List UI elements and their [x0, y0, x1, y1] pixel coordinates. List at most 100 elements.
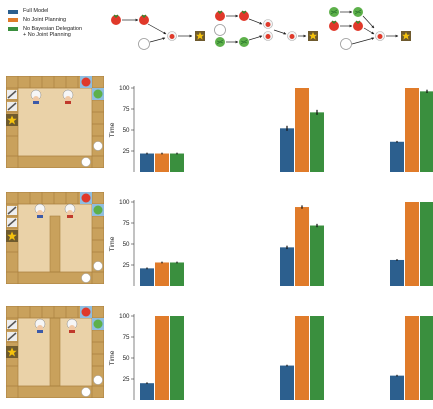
lettuce-icon	[214, 36, 226, 48]
bar-group2-series3	[310, 225, 324, 286]
bar-group2-series1	[280, 247, 294, 286]
bar-group2-series2	[295, 207, 309, 286]
y-tick-label: 75	[123, 106, 130, 113]
salad-icon	[375, 31, 385, 41]
plate-icon	[340, 38, 352, 50]
y-tick-label: 100	[119, 199, 130, 206]
legend-swatch	[8, 9, 18, 14]
y-tick-label: 100	[119, 85, 130, 92]
plate-icon	[214, 24, 226, 36]
chef-icon	[62, 89, 74, 104]
chopped-tomato-icon	[263, 19, 273, 29]
tomato-icon	[352, 20, 364, 32]
bar-group1-series2	[155, 153, 169, 172]
legend-label: No Bayesian Delegation + No Joint Planni…	[23, 25, 83, 38]
bar-group2-series3	[310, 112, 324, 172]
chef-icon	[34, 203, 46, 218]
bar-group2-series1	[280, 128, 294, 172]
chopped-tomato-icon	[167, 31, 177, 41]
bar-group2-series2	[295, 88, 309, 172]
knife-icon	[7, 332, 17, 341]
bar-group1-series2	[155, 262, 169, 286]
bar-group1-series3	[170, 262, 184, 286]
star-icon	[308, 31, 318, 41]
star-icon	[195, 31, 205, 41]
bar-group1-series1	[140, 383, 154, 400]
lettuce-icon	[352, 6, 364, 18]
bar-group1-series3	[170, 153, 184, 172]
bar-group2-series2	[295, 316, 309, 400]
knife-icon	[7, 206, 17, 215]
tomato-icon	[81, 307, 91, 317]
tomato-icon	[81, 77, 91, 87]
chef-icon	[64, 203, 76, 218]
legend-item-no-bayesian-delegation: No Bayesian Delegation + No Joint Planni…	[8, 26, 82, 39]
bar-group3-series2	[405, 202, 419, 286]
legend-swatch	[8, 18, 18, 23]
plate-icon	[93, 141, 103, 151]
y-tick-label: 50	[123, 127, 130, 134]
y-tick-label: 50	[123, 355, 130, 362]
chopped-tomato-icon	[263, 31, 273, 41]
plate-icon	[81, 273, 91, 283]
star-icon	[6, 346, 18, 358]
y-tick-label: 25	[123, 148, 130, 155]
star-icon	[401, 31, 411, 41]
kitchen-layout-2	[6, 192, 104, 284]
legend-swatch	[8, 27, 18, 32]
bar-group1-series1	[140, 268, 154, 286]
legend-item-no-joint-planning: No Joint Planning	[8, 17, 82, 23]
bar-group2-series3	[310, 316, 324, 400]
y-axis-label: Time	[109, 236, 116, 251]
bar-group3-series3	[420, 316, 433, 400]
bar-group2-series1	[280, 365, 294, 400]
bar-group3-series1	[390, 259, 404, 286]
lettuce-icon	[238, 36, 250, 48]
tomato-icon	[81, 193, 91, 203]
plate-icon	[93, 261, 103, 271]
chef-icon	[34, 318, 46, 333]
chef-icon	[66, 318, 78, 333]
plate-icon	[81, 157, 91, 167]
plate-icon	[93, 375, 103, 385]
y-axis-label: Time	[109, 122, 116, 137]
y-tick-label: 25	[123, 262, 130, 269]
legend: Full Model No Joint Planning No Bayesian…	[8, 8, 82, 41]
time-bar-chart-1: 25 50 75 100 Time	[109, 85, 433, 172]
legend-item-full-model: Full Model	[8, 8, 82, 14]
recipe-1-diagram	[110, 14, 205, 50]
y-tick-label: 75	[123, 220, 130, 227]
star-icon	[6, 114, 18, 126]
recipe-3-diagram	[328, 6, 411, 50]
tomato-icon	[214, 10, 226, 22]
legend-label: Full Model	[23, 8, 49, 14]
lettuce-icon	[93, 319, 103, 329]
bar-group3-series3	[420, 202, 433, 286]
time-bar-chart-2: 25 50 75 100 Time	[109, 199, 433, 286]
y-axis-label: Time	[109, 350, 116, 365]
recipe-diagrams	[110, 6, 411, 50]
tomato-icon	[110, 14, 122, 26]
legend-label: No Joint Planning	[23, 16, 67, 23]
bar-group3-series2	[405, 316, 419, 400]
bar-group1-series1	[140, 153, 154, 172]
y-tick-label: 100	[119, 313, 130, 320]
plate-icon	[138, 38, 150, 50]
bar-group3-series1	[390, 375, 404, 400]
lettuce-icon	[328, 6, 340, 18]
kitchen-layout-1	[6, 76, 104, 168]
chef-icon	[30, 89, 42, 104]
plate-icon	[81, 387, 91, 397]
knife-icon	[7, 102, 17, 111]
time-bar-chart-3: 25 50 75 100 Time	[109, 313, 433, 400]
bar-group1-series2	[155, 316, 169, 400]
bar-group3-series1	[390, 141, 404, 172]
tomato-icon	[238, 10, 250, 22]
knife-icon	[7, 320, 17, 329]
lettuce-icon	[93, 205, 103, 215]
y-tick-label: 25	[123, 376, 130, 383]
y-tick-label: 75	[123, 334, 130, 341]
lettuce-icon	[93, 89, 103, 99]
y-tick-label: 50	[123, 241, 130, 248]
tomato-icon	[328, 20, 340, 32]
